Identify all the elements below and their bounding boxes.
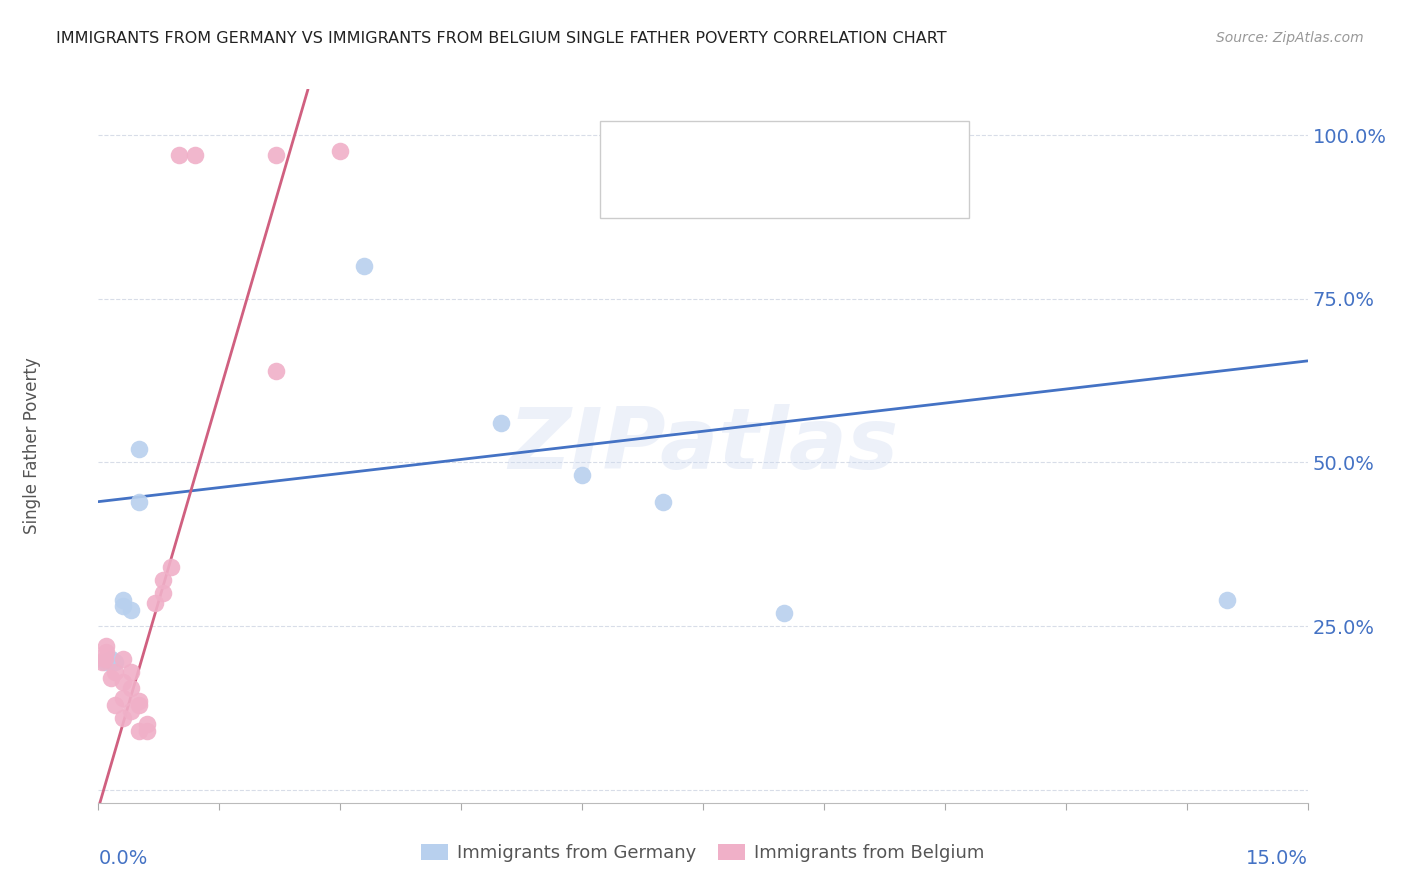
Point bbox=[120, 602, 142, 616]
Point bbox=[491, 416, 513, 430]
Point bbox=[120, 665, 142, 679]
Text: IMMIGRANTS FROM GERMANY VS IMMIGRANTS FROM BELGIUM SINGLE FATHER POVERTY CORRELA: IMMIGRANTS FROM GERMANY VS IMMIGRANTS FR… bbox=[56, 31, 946, 46]
Point bbox=[111, 691, 134, 706]
Point bbox=[651, 494, 673, 508]
Point bbox=[120, 704, 142, 718]
Point bbox=[96, 645, 118, 659]
Point bbox=[152, 573, 174, 587]
Point bbox=[94, 655, 117, 669]
Point bbox=[152, 586, 174, 600]
Point bbox=[128, 698, 150, 712]
Point bbox=[100, 652, 122, 666]
Point bbox=[111, 592, 134, 607]
Text: Single Father Poverty: Single Father Poverty bbox=[22, 358, 41, 534]
Point bbox=[264, 364, 287, 378]
Text: Source: ZipAtlas.com: Source: ZipAtlas.com bbox=[1216, 31, 1364, 45]
Point bbox=[772, 606, 794, 620]
Point bbox=[135, 717, 157, 731]
Text: 15.0%: 15.0% bbox=[1246, 849, 1308, 868]
Point bbox=[111, 652, 134, 666]
Point bbox=[103, 655, 125, 669]
Point bbox=[264, 147, 287, 161]
Point bbox=[1216, 592, 1239, 607]
Point bbox=[329, 145, 352, 159]
Point bbox=[94, 652, 117, 666]
Legend: R = 0.209   N = 14, R = 0.694   N = 28: R = 0.209 N = 14, R = 0.694 N = 28 bbox=[617, 136, 877, 210]
Point bbox=[128, 494, 150, 508]
Point bbox=[160, 560, 183, 574]
Point bbox=[128, 694, 150, 708]
Text: ZIPatlas: ZIPatlas bbox=[508, 404, 898, 488]
Point bbox=[571, 468, 593, 483]
Point bbox=[167, 147, 190, 161]
Point bbox=[96, 639, 118, 653]
Point bbox=[128, 442, 150, 457]
Point bbox=[128, 723, 150, 738]
Point bbox=[353, 259, 375, 273]
Point bbox=[111, 599, 134, 614]
FancyBboxPatch shape bbox=[600, 121, 969, 218]
Point bbox=[135, 723, 157, 738]
Point bbox=[111, 711, 134, 725]
Point bbox=[103, 698, 125, 712]
Point bbox=[100, 672, 122, 686]
Point bbox=[120, 681, 142, 696]
Point bbox=[143, 596, 166, 610]
Point bbox=[184, 147, 207, 161]
Legend: Immigrants from Germany, Immigrants from Belgium: Immigrants from Germany, Immigrants from… bbox=[413, 837, 993, 870]
Point bbox=[111, 674, 134, 689]
Text: 0.0%: 0.0% bbox=[98, 849, 148, 868]
Point bbox=[91, 655, 114, 669]
Point bbox=[103, 665, 125, 679]
